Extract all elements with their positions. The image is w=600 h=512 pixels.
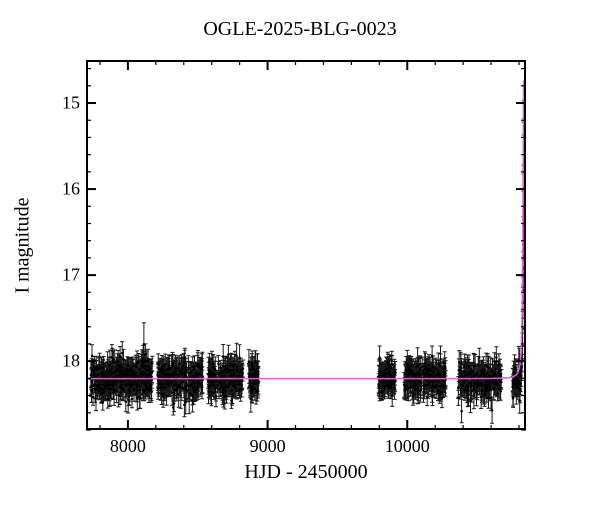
- light-curve-figure: OGLE-2025-BLG-0023 I magnitude 8000 9000 1…: [0, 0, 600, 512]
- ytick-label: 17: [62, 265, 80, 286]
- ytick-label: 16: [62, 179, 80, 200]
- xtick-label: 9000: [250, 436, 286, 457]
- x-axis-label: HJD - 2450000: [86, 461, 526, 484]
- ytick-label: 18: [62, 351, 80, 372]
- xtick-label: 8000: [110, 436, 146, 457]
- y-axis-label: I magnitude: [8, 60, 38, 430]
- xtick-label: 10000: [385, 436, 430, 457]
- chart-title: OGLE-2025-BLG-0023: [0, 18, 600, 41]
- ytick-label: 15: [62, 93, 80, 114]
